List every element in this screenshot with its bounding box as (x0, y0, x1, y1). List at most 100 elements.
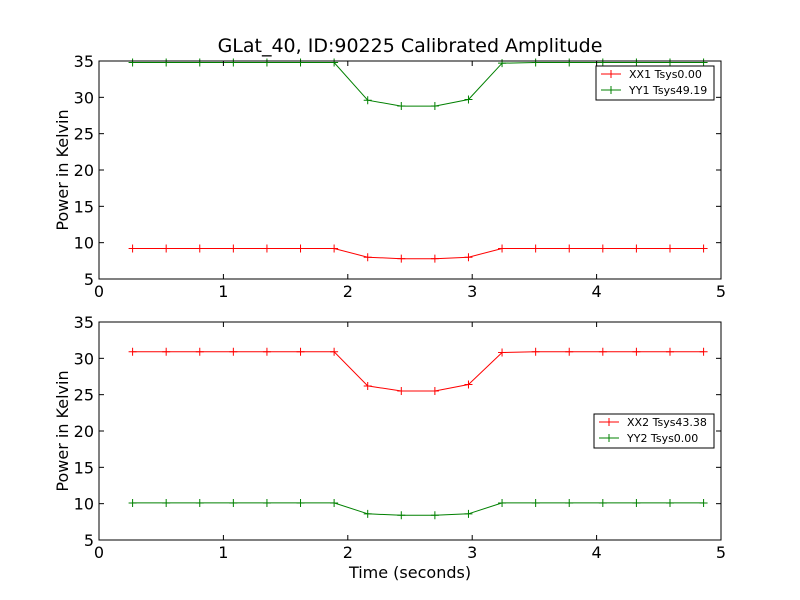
data-point (464, 95, 473, 104)
y-axis-label: Power in Kelvin (53, 370, 72, 491)
data-point (330, 498, 339, 507)
chart-title: GLat_40, ID:90225 Calibrated Amplitude (218, 35, 603, 57)
data-point (363, 96, 372, 105)
data-point (464, 380, 473, 389)
data-point (330, 58, 339, 67)
x-tick-label: 4 (592, 282, 602, 301)
y-tick-label: 30 (74, 88, 94, 107)
data-point (498, 498, 507, 507)
data-point (296, 58, 305, 67)
data-point (363, 509, 372, 518)
data-point (665, 58, 674, 67)
data-point (598, 498, 607, 507)
y-axis-label: Power in Kelvin (53, 109, 72, 230)
series-line (132, 351, 704, 392)
x-tick-label: 5 (716, 282, 726, 301)
y-tick-label: 20 (74, 161, 94, 180)
y-tick-label: 10 (74, 495, 94, 514)
data-point (632, 244, 641, 253)
legend-box (593, 413, 715, 449)
data-point (195, 244, 204, 253)
series-xx2 (128, 347, 708, 396)
data-point (699, 58, 708, 67)
data-point (464, 253, 473, 262)
y-tick-label: 20 (74, 422, 94, 441)
x-tick-label: 4 (592, 543, 602, 562)
x-tick-label: 5 (716, 543, 726, 562)
x-tick-label: 2 (343, 282, 353, 301)
y-tick-label: 15 (74, 197, 94, 216)
series-line (132, 248, 704, 260)
data-point (632, 347, 641, 356)
subplot-top: 0 1 2 3 4 5 5 10 15 20 25 30 35 Power in Kelvin XX1 … (53, 52, 726, 301)
data-point (195, 58, 204, 67)
data-point (330, 347, 339, 356)
data-point (229, 498, 238, 507)
plot-area: 0 1 2 3 4 5 5 10 15 20 25 30 35 (74, 52, 726, 301)
data-point (296, 498, 305, 507)
data-point (565, 498, 574, 507)
data-point (330, 244, 339, 253)
data-point (229, 244, 238, 253)
data-point (262, 244, 271, 253)
data-point (565, 58, 574, 67)
data-point (699, 347, 708, 356)
data-point (229, 58, 238, 67)
data-point (632, 58, 641, 67)
data-point (531, 347, 540, 356)
series-xx1 (128, 244, 708, 263)
data-point (665, 498, 674, 507)
data-point (128, 244, 137, 253)
y-tick-label: 5 (84, 270, 94, 289)
data-point (430, 387, 439, 396)
data-point (598, 347, 607, 356)
legend-box (595, 65, 715, 101)
data-point (397, 254, 406, 263)
plot-area: 0 1 2 3 4 5 5 10 15 20 25 30 35 (74, 313, 726, 562)
legend-marker (607, 86, 615, 94)
data-point (498, 244, 507, 253)
y-tick-label: 25 (74, 125, 94, 144)
data-point (498, 348, 507, 357)
data-point (262, 498, 271, 507)
data-point (531, 58, 540, 67)
data-point (565, 347, 574, 356)
x-tick-label: 1 (218, 282, 228, 301)
series-line (132, 502, 704, 516)
y-tick-label: 10 (74, 234, 94, 253)
data-point (162, 498, 171, 507)
data-point (397, 387, 406, 396)
legend: XX2 Tsys43.38 YY2 Tsys0.00 (593, 413, 715, 449)
data-point (296, 347, 305, 356)
data-point (162, 347, 171, 356)
legend-label: YY2 Tsys0.00 (626, 432, 698, 445)
y-tick-label: 30 (74, 349, 94, 368)
series-yy2 (128, 498, 708, 520)
data-point (262, 347, 271, 356)
subplot-bottom: 0 1 2 3 4 5 5 10 15 20 25 30 35 Power in Kelvin Time… (53, 313, 726, 582)
legend-marker (607, 70, 615, 78)
series-line (132, 62, 704, 107)
data-point (430, 511, 439, 520)
data-point (262, 58, 271, 67)
x-tick-label: 2 (343, 543, 353, 562)
y-tick-label: 35 (74, 52, 94, 71)
data-point (397, 511, 406, 520)
data-point (363, 253, 372, 262)
data-point (430, 102, 439, 111)
legend-label: YY1 Tsys49.19 (628, 84, 707, 97)
data-point (531, 498, 540, 507)
data-point (699, 498, 708, 507)
legend: XX1 Tsys0.00 YY1 Tsys49.19 (595, 65, 715, 101)
data-point (464, 509, 473, 518)
data-point (598, 244, 607, 253)
data-point (195, 498, 204, 507)
series-yy1 (128, 58, 708, 111)
data-point (699, 244, 708, 253)
data-point (128, 347, 137, 356)
x-tick-label: 0 (94, 282, 104, 301)
x-tick-label: 0 (94, 543, 104, 562)
y-tick-label: 15 (74, 458, 94, 477)
data-point (665, 347, 674, 356)
legend-entry: XX2 Tsys43.38 (599, 416, 707, 429)
